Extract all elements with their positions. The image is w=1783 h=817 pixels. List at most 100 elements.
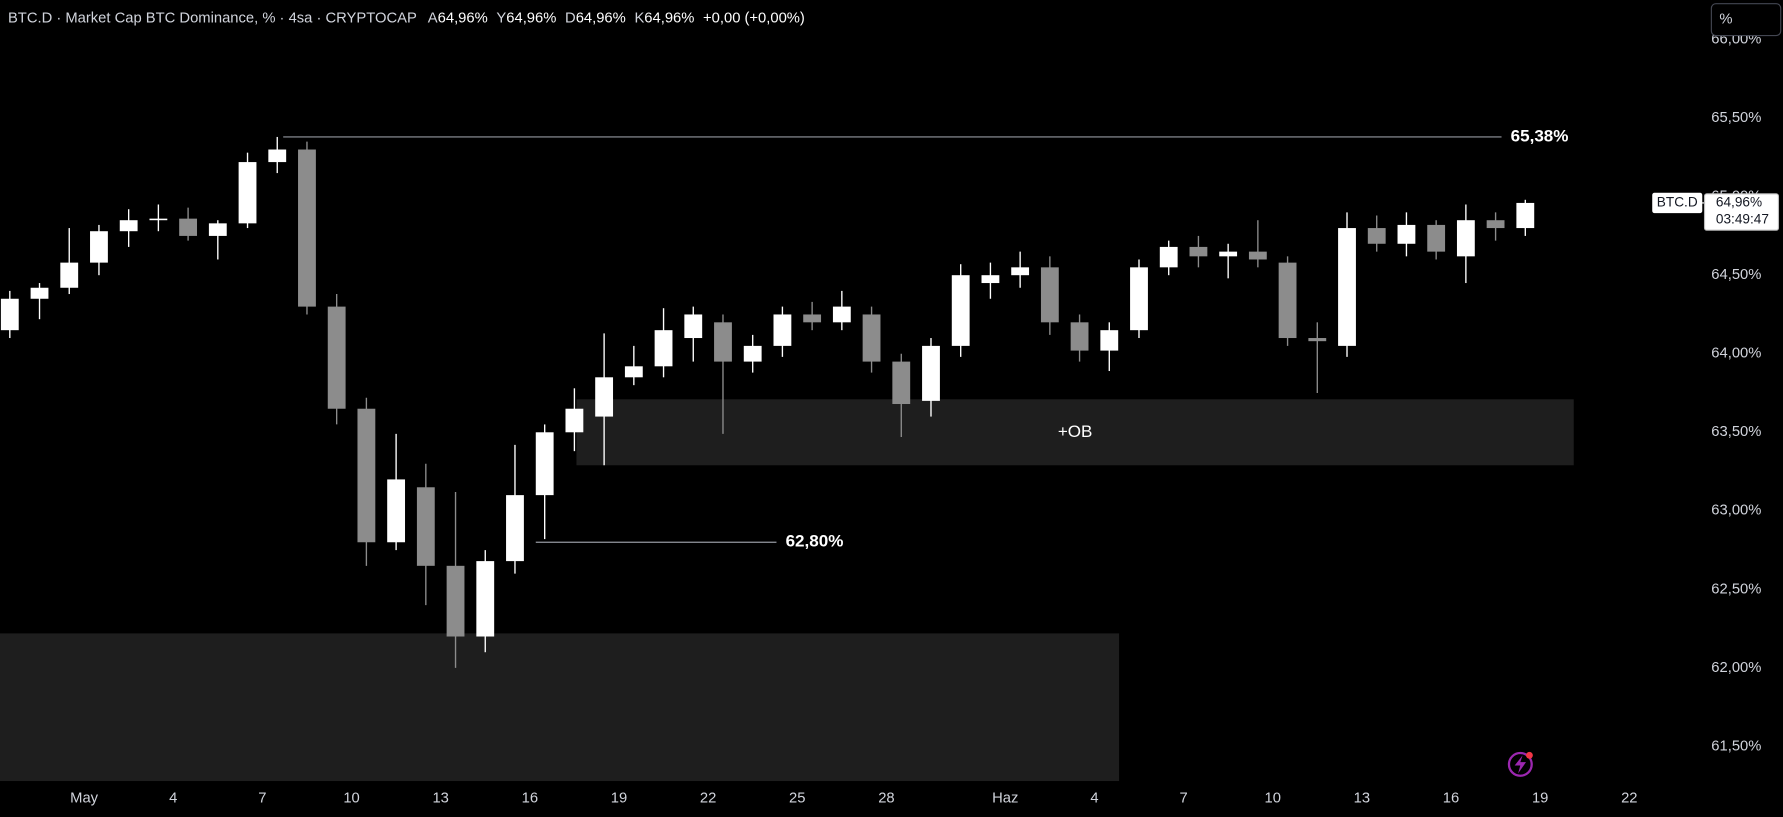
x-tick-label: Haz xyxy=(992,790,1018,806)
candle-body xyxy=(1456,220,1475,257)
candle-body xyxy=(476,561,495,637)
candle-body xyxy=(0,298,19,331)
candle-body xyxy=(1130,267,1148,331)
y-tick-label: 61,50% xyxy=(1711,738,1761,754)
y-tick-label: 63,50% xyxy=(1711,424,1761,440)
candle-body xyxy=(119,220,138,232)
candle-body xyxy=(981,275,1000,284)
candle-body xyxy=(773,314,792,346)
candle-body xyxy=(179,218,198,236)
levels: 65,38% 62,80% xyxy=(283,126,1569,551)
scale-button[interactable] xyxy=(1710,3,1782,37)
candle-body xyxy=(535,432,554,496)
candle-body xyxy=(1159,246,1178,268)
candle-body xyxy=(1516,202,1535,229)
candle-body xyxy=(654,330,673,367)
candle-body xyxy=(1219,251,1238,257)
ohlc-label: A xyxy=(428,10,438,26)
x-tick-label: 10 xyxy=(343,790,359,806)
candle-body xyxy=(90,231,108,263)
x-tick-label: 13 xyxy=(1354,790,1370,806)
candle-body xyxy=(922,345,940,401)
ohlc-label: K xyxy=(634,10,644,26)
ohlc-value: 64,96% xyxy=(644,10,694,26)
x-tick-label: 4 xyxy=(1090,790,1098,806)
x-tick-label: 19 xyxy=(611,790,627,806)
candle-body xyxy=(892,361,911,405)
candle-body xyxy=(1486,220,1505,229)
chart-header: BTC.D · Market Cap BTC Dominance, % · 4s… xyxy=(8,10,805,26)
ohlc-label: D xyxy=(565,10,576,26)
level-label: 65,38% xyxy=(1511,126,1569,145)
candle-body xyxy=(1011,267,1030,276)
x-tick-label: 28 xyxy=(878,790,894,806)
x-tick-label: 7 xyxy=(1179,790,1187,806)
candle-body xyxy=(387,479,406,543)
candle-body xyxy=(60,262,79,288)
candle-body xyxy=(1367,228,1386,244)
change: +0,00 (+0,00%) xyxy=(703,10,805,26)
candle-body xyxy=(416,487,435,566)
candle-body xyxy=(149,218,168,221)
candle-body xyxy=(951,275,970,346)
candle-body xyxy=(1397,224,1416,244)
zones: +OB xyxy=(0,399,1574,782)
x-tick-label: 10 xyxy=(1265,790,1281,806)
y-tick-label: 62,00% xyxy=(1711,660,1761,676)
x-tick-label: 25 xyxy=(789,790,805,806)
candle-body xyxy=(624,366,643,378)
ohlc-value: 64,96% xyxy=(506,10,556,26)
candle-body xyxy=(1338,228,1356,346)
symbol-tag-label: BTC.D xyxy=(1657,195,1698,210)
axes: 61,50% 62,00% 62,50% 63,00% 63,50% 64,00% 64,5… xyxy=(70,31,1780,806)
y-tick-label: 65,50% xyxy=(1711,110,1761,126)
x-tick-label: 22 xyxy=(700,790,716,806)
candle-body xyxy=(743,345,762,362)
x-tick-label: 16 xyxy=(1443,790,1459,806)
candle-body xyxy=(327,306,346,409)
candle-body xyxy=(832,306,851,323)
candle-body xyxy=(1070,322,1089,351)
candle-body xyxy=(357,408,376,543)
y-tick-label: 63,00% xyxy=(1711,503,1761,519)
candle-body xyxy=(862,314,881,362)
ohlc-label: Y xyxy=(496,10,506,26)
zone-label: +OB xyxy=(1058,422,1093,441)
candle-body xyxy=(1189,246,1208,257)
candle-body xyxy=(506,495,524,562)
candle-body xyxy=(238,162,257,224)
candle-body xyxy=(1100,330,1119,351)
candle-body xyxy=(446,565,465,637)
scale-button-label[interactable]: % xyxy=(1719,12,1732,28)
candle-body xyxy=(1248,251,1267,260)
x-tick-label: 22 xyxy=(1621,790,1637,806)
x-tick-label: May xyxy=(70,790,99,806)
x-tick-label: 4 xyxy=(169,790,177,806)
alert-icon[interactable] xyxy=(1507,751,1533,777)
x-tick-label: 7 xyxy=(258,790,266,806)
candle-body xyxy=(298,149,316,307)
ohlc-value: 64,96% xyxy=(438,10,488,26)
candle-body xyxy=(684,314,703,339)
candle-body xyxy=(1308,338,1327,342)
candle-body xyxy=(208,223,227,236)
candle-body xyxy=(1278,262,1297,339)
candle-body xyxy=(268,149,287,163)
y-tick-label: 64,50% xyxy=(1711,267,1761,283)
candle-body xyxy=(714,322,732,362)
candle-body xyxy=(595,377,614,417)
candles xyxy=(0,136,1535,668)
y-tick-label: 62,50% xyxy=(1711,581,1761,597)
symbol: BTC.D · Market Cap BTC Dominance, % · 4s… xyxy=(8,10,417,26)
candle-body xyxy=(30,287,49,299)
candle-body xyxy=(565,408,584,433)
price-tag xyxy=(1703,193,1780,231)
x-tick-label: 16 xyxy=(522,790,538,806)
symbol-tag xyxy=(1652,192,1703,214)
candle-body xyxy=(1427,224,1446,252)
candle-body xyxy=(803,314,822,323)
ohlc-value: 64,96% xyxy=(576,10,626,26)
level-label: 62,80% xyxy=(786,532,844,551)
